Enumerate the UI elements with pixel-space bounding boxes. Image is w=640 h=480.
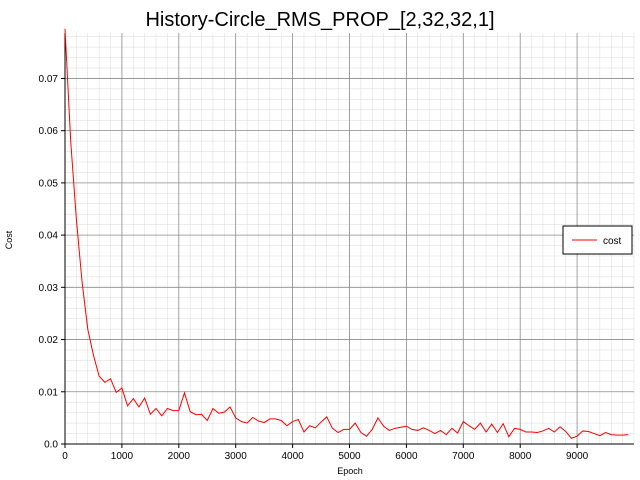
x-tick-label: 0 xyxy=(62,451,68,462)
y-tick-label: 0.07 xyxy=(39,74,59,85)
x-tick-label: 3000 xyxy=(225,451,248,462)
y-tick-label: 0.02 xyxy=(39,335,59,346)
x-tick-label: 5000 xyxy=(338,451,361,462)
y-axis-ticks: 0.0 0.01 0.02 0.03 0.04 0.05 0.06 0.07 xyxy=(39,74,65,451)
series-layer xyxy=(64,28,629,439)
y-axis-label: Cost xyxy=(4,230,14,249)
series-line-cost xyxy=(64,28,629,439)
chart-title: History-Circle_RMS_PROP_[2,32,32,1] xyxy=(145,9,494,31)
x-axis-ticks: 0 1000 2000 3000 4000 5000 6000 7000 8000 9000 xyxy=(62,444,589,462)
x-tick-label: 6000 xyxy=(395,451,418,462)
x-axis-label: Epoch xyxy=(337,466,363,476)
y-tick-label: 0.04 xyxy=(39,231,59,242)
x-tick-label: 4000 xyxy=(281,451,304,462)
x-tick-label: 1000 xyxy=(111,451,134,462)
x-tick-label: 8000 xyxy=(509,451,532,462)
y-tick-label: 0.01 xyxy=(39,387,59,398)
y-tick-label: 0.06 xyxy=(39,126,59,137)
major-grid xyxy=(64,33,634,445)
y-tick-label: 0.05 xyxy=(39,178,59,189)
legend-label-cost: cost xyxy=(603,236,622,247)
x-tick-label: 7000 xyxy=(452,451,475,462)
y-tick-label: 0.03 xyxy=(39,283,59,294)
y-tick-label: 0.0 xyxy=(44,440,58,451)
legend: cost xyxy=(562,225,633,255)
x-tick-label: 2000 xyxy=(168,451,191,462)
x-tick-label: 9000 xyxy=(566,451,589,462)
